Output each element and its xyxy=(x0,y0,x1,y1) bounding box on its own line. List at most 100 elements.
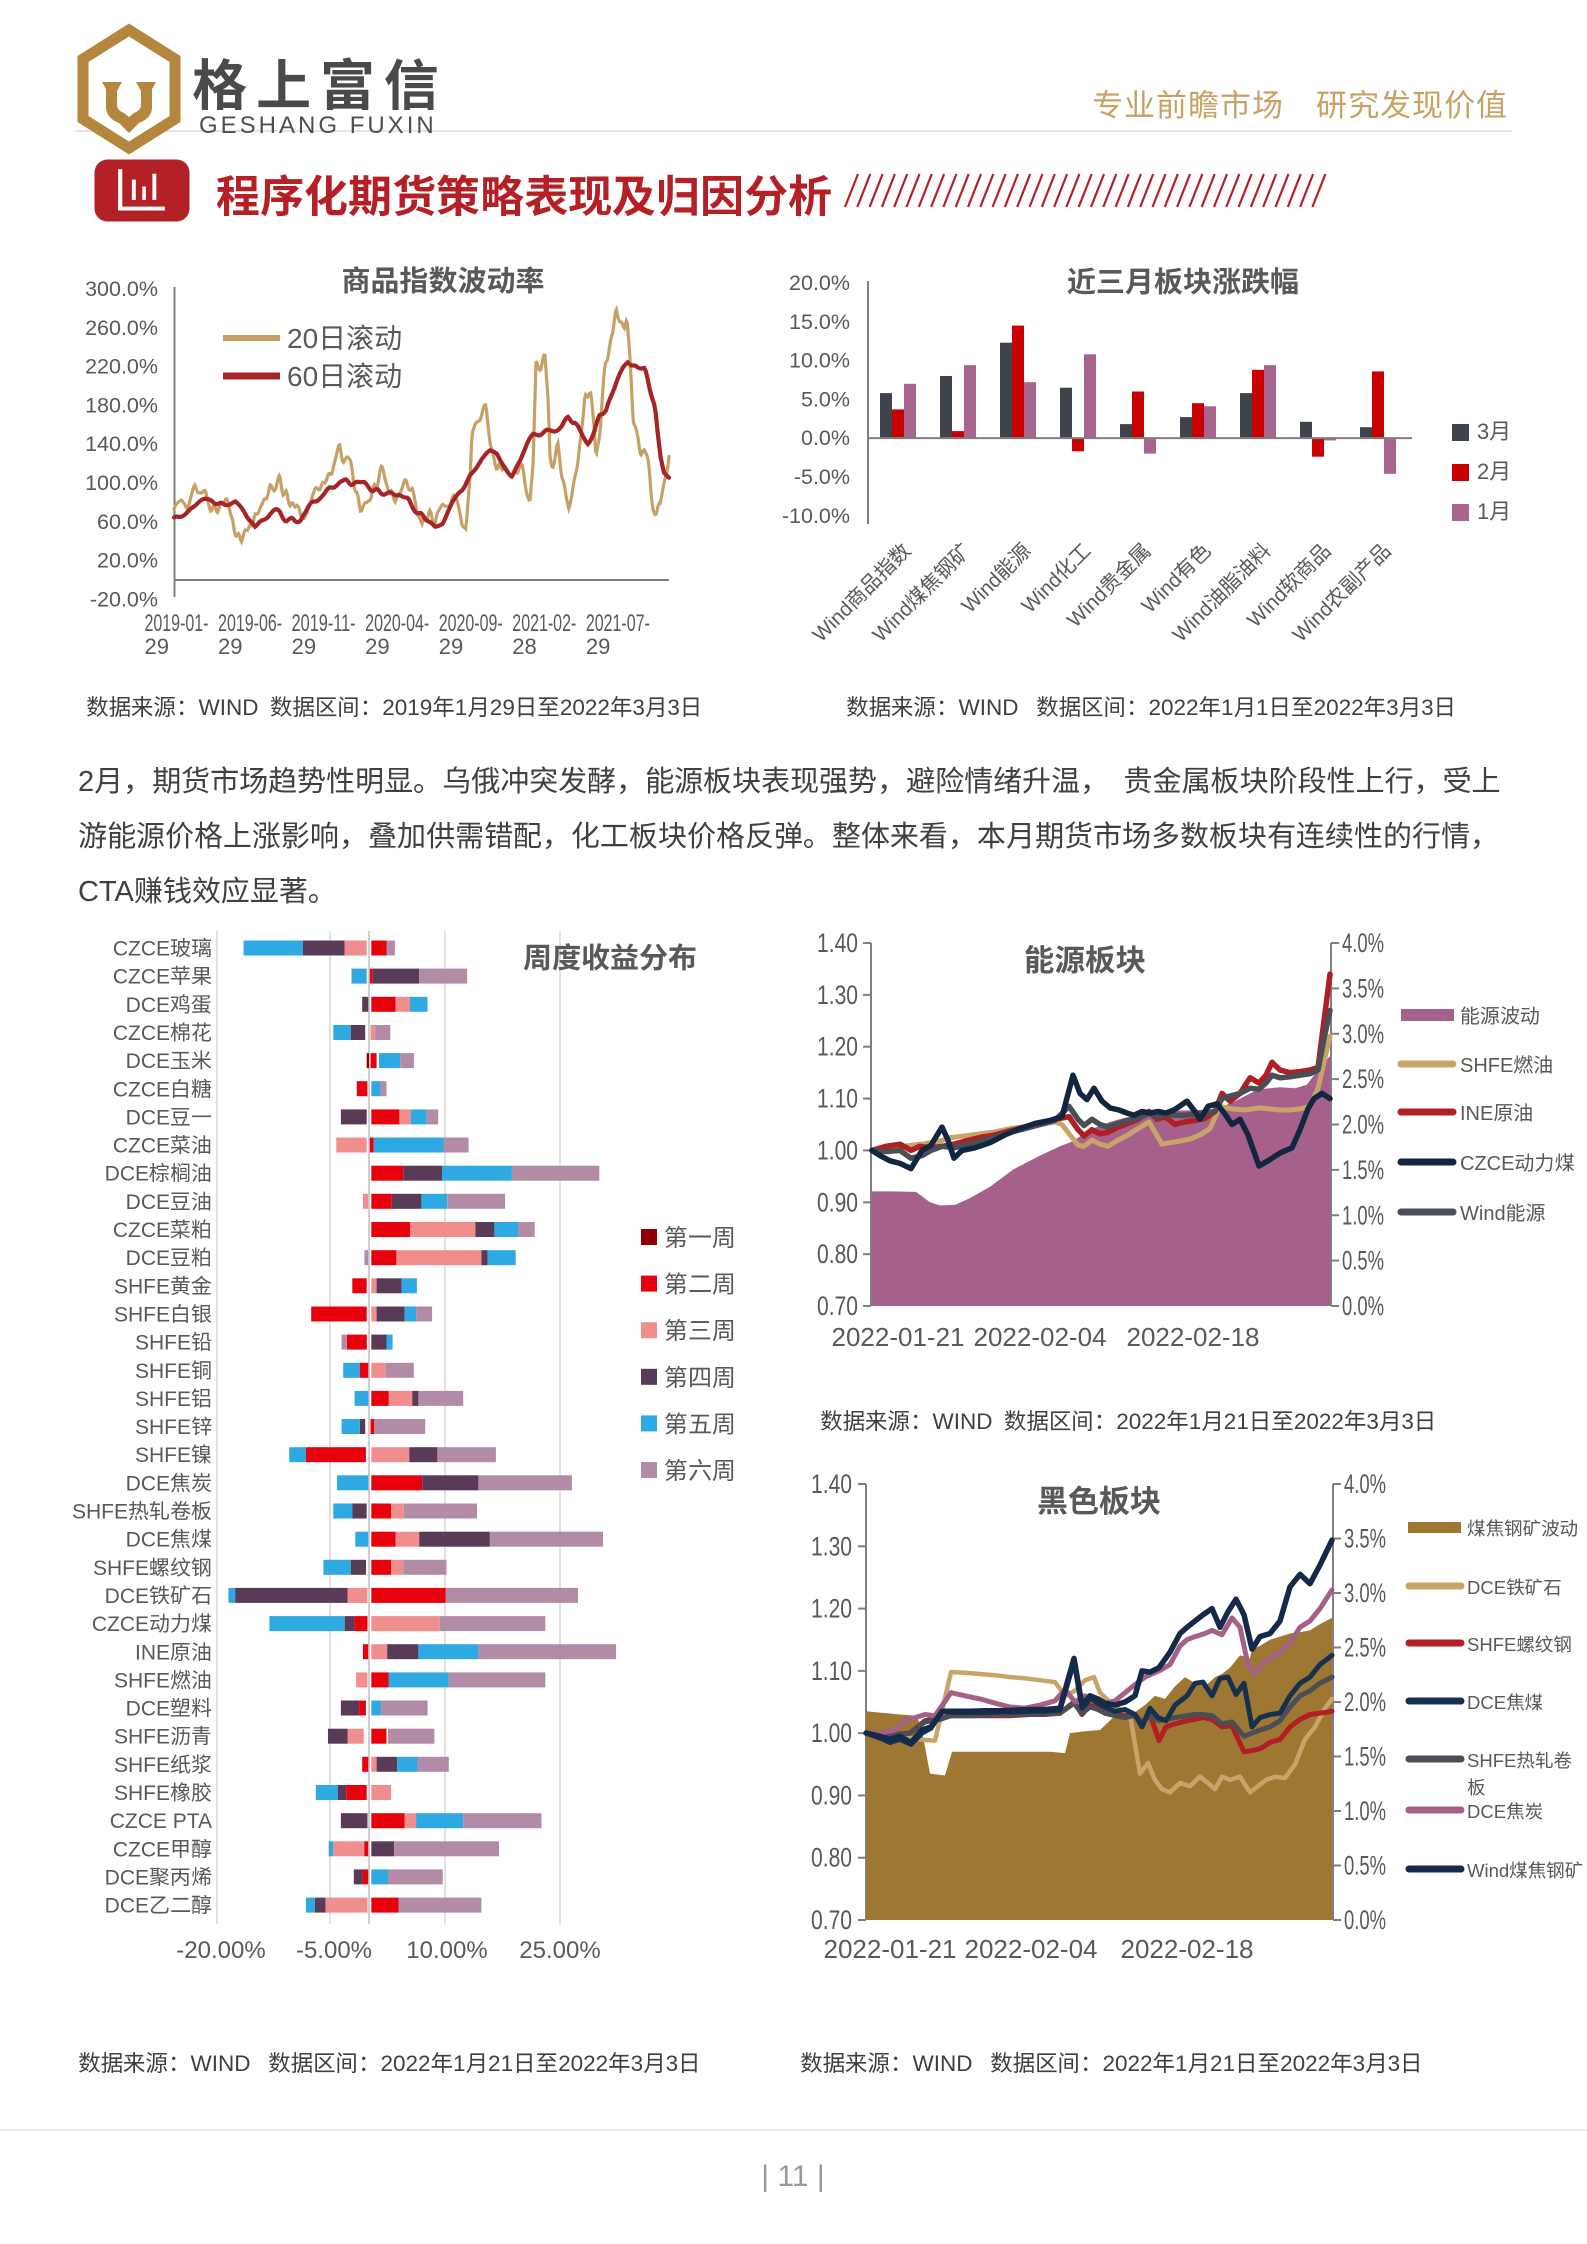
svg-text:Wind能源: Wind能源 xyxy=(1460,1202,1546,1225)
svg-text:SHFE铅: SHFE铅 xyxy=(135,1332,212,1355)
svg-text:第五周: 第五周 xyxy=(664,1411,736,1438)
svg-text:CZCE棉花: CZCE棉花 xyxy=(113,1022,212,1045)
svg-text:260.0%: 260.0% xyxy=(85,316,158,340)
svg-text:180.0%: 180.0% xyxy=(85,393,158,417)
svg-text:220.0%: 220.0% xyxy=(85,355,158,379)
svg-text:29: 29 xyxy=(145,634,169,659)
svg-text:1.10: 1.10 xyxy=(817,1084,858,1114)
svg-text:10.0%: 10.0% xyxy=(789,349,850,373)
svg-text:1.20: 1.20 xyxy=(817,1032,858,1062)
svg-text:DCE鸡蛋: DCE鸡蛋 xyxy=(126,994,212,1017)
svg-text:0.90: 0.90 xyxy=(817,1187,858,1217)
svg-text:3.5%: 3.5% xyxy=(1344,1524,1386,1554)
svg-text:1.5%: 1.5% xyxy=(1342,1155,1384,1185)
svg-text:1.5%: 1.5% xyxy=(1344,1742,1386,1772)
svg-text:15.0%: 15.0% xyxy=(789,310,850,334)
svg-text:3.0%: 3.0% xyxy=(1344,1578,1386,1608)
svg-text:DCE豆一: DCE豆一 xyxy=(126,1106,212,1129)
svg-text:2.5%: 2.5% xyxy=(1342,1064,1384,1094)
svg-text:数据来源：WIND 数据区间：2022年1月1日至2022: 数据来源：WIND 数据区间：2022年1月1日至2022年3月3日 xyxy=(846,695,1456,720)
svg-text:28: 28 xyxy=(512,634,536,659)
svg-text:4.0%: 4.0% xyxy=(1344,1469,1386,1499)
svg-text:DCE铁矿石: DCE铁矿石 xyxy=(105,1585,212,1608)
svg-text:数据来源：WIND 数据区间：2022年1月21日至202: 数据来源：WIND 数据区间：2022年1月21日至2022年3月3日 xyxy=(78,2051,701,2076)
svg-text:300.0%: 300.0% xyxy=(85,277,158,301)
svg-text:60.0%: 60.0% xyxy=(97,510,158,534)
svg-text:29: 29 xyxy=(218,634,242,659)
svg-text:29: 29 xyxy=(365,634,389,659)
svg-text:DCE焦煤: DCE焦煤 xyxy=(126,1529,212,1552)
svg-text:GESHANG FUXIN: GESHANG FUXIN xyxy=(199,112,437,139)
svg-text:0.0%: 0.0% xyxy=(1344,1905,1386,1935)
svg-text:第二周: 第二周 xyxy=(664,1272,736,1299)
svg-text:0.70: 0.70 xyxy=(811,1905,852,1935)
svg-text:SHFE白银: SHFE白银 xyxy=(114,1303,212,1326)
svg-text:-10.0%: -10.0% xyxy=(782,504,850,528)
svg-text:数据来源：WIND 数据区间：2019年1月29日至2022: 数据来源：WIND 数据区间：2019年1月29日至2022年3月3日 xyxy=(86,695,702,720)
svg-text:DCE豆油: DCE豆油 xyxy=(126,1191,212,1214)
svg-text:近三月板块涨跌幅: 近三月板块涨跌幅 xyxy=(1067,267,1299,299)
svg-text:20.0%: 20.0% xyxy=(789,271,850,295)
svg-text:1.0%: 1.0% xyxy=(1342,1200,1384,1230)
svg-text:2021-02-: 2021-02- xyxy=(512,610,576,637)
svg-text:SHFE橡胶: SHFE橡胶 xyxy=(114,1782,212,1805)
svg-text:第六周: 第六周 xyxy=(664,1458,736,1485)
svg-text:20.0%: 20.0% xyxy=(97,549,158,573)
svg-text:SHFE螺纹钢: SHFE螺纹钢 xyxy=(1467,1634,1572,1655)
svg-text:2021-07-: 2021-07- xyxy=(586,610,650,637)
svg-text:0.80: 0.80 xyxy=(811,1843,852,1873)
svg-text:3.0%: 3.0% xyxy=(1342,1019,1384,1049)
svg-text:2022-02-04: 2022-02-04 xyxy=(965,1934,1098,1964)
svg-text:2.0%: 2.0% xyxy=(1344,1687,1386,1717)
svg-text:1.40: 1.40 xyxy=(811,1469,852,1499)
svg-text:-20.00%: -20.00% xyxy=(176,1937,265,1964)
svg-text:煤焦钢矿波动: 煤焦钢矿波动 xyxy=(1467,1518,1578,1539)
svg-text:1.20: 1.20 xyxy=(811,1594,852,1624)
svg-text:游能源价格上涨影响，叠加供需错配，化工板块价格反弹。整体来看: 游能源价格上涨影响，叠加供需错配，化工板块价格反弹。整体来看，本月期货市场多数板… xyxy=(78,821,1499,853)
svg-text:29: 29 xyxy=(586,634,610,659)
svg-text:0.70: 0.70 xyxy=(817,1291,858,1321)
svg-text:29: 29 xyxy=(439,634,463,659)
svg-text:第四周: 第四周 xyxy=(664,1365,736,1392)
svg-text:DCE棕榈油: DCE棕榈油 xyxy=(105,1163,212,1186)
svg-text:SHFE镍: SHFE镍 xyxy=(135,1444,212,1467)
svg-text:2019-11-: 2019-11- xyxy=(292,610,356,637)
svg-text:INE原油: INE原油 xyxy=(1460,1103,1533,1125)
svg-text:2月，期货市场趋势性明显。乌俄冲突发酵，能源板块表现强势，避: 2月，期货市场趋势性明显。乌俄冲突发酵，能源板块表现强势，避险情绪升温， 贵金属… xyxy=(78,766,1501,798)
svg-text:2019-06-: 2019-06- xyxy=(218,610,282,637)
svg-text:4.0%: 4.0% xyxy=(1342,928,1384,958)
svg-text:DCE乙二醇: DCE乙二醇 xyxy=(105,1895,212,1918)
svg-text:SHFE铝: SHFE铝 xyxy=(135,1388,212,1411)
svg-text:-5.00%: -5.00% xyxy=(296,1937,372,1964)
svg-text:1.00: 1.00 xyxy=(817,1135,858,1165)
svg-text:专业前瞻市场 研究发现价值: 专业前瞻市场 研究发现价值 xyxy=(1092,88,1508,123)
svg-text:2022-01-21: 2022-01-21 xyxy=(832,1322,965,1352)
svg-text:SHFE热轧卷板: SHFE热轧卷板 xyxy=(72,1501,212,1524)
svg-text:SHFE沥青: SHFE沥青 xyxy=(114,1726,212,1749)
svg-text:-5.0%: -5.0% xyxy=(794,465,850,489)
svg-text:1.30: 1.30 xyxy=(817,980,858,1010)
svg-text:100.0%: 100.0% xyxy=(85,471,158,495)
svg-text:SHFE螺纹钢: SHFE螺纹钢 xyxy=(93,1557,212,1580)
svg-text:程序化期货策略表现及归因分析: 程序化期货策略表现及归因分析 xyxy=(216,173,832,222)
svg-text:板: 板 xyxy=(1467,1777,1486,1798)
svg-text:SHFE燃油: SHFE燃油 xyxy=(1460,1055,1553,1077)
svg-text:DCE铁矿石: DCE铁矿石 xyxy=(1467,1577,1562,1598)
svg-text:数据来源：WIND 数据区间：2022年1月21日至2022: 数据来源：WIND 数据区间：2022年1月21日至2022年3月3日 xyxy=(820,1409,1436,1434)
svg-text:SHFE锌: SHFE锌 xyxy=(135,1416,212,1439)
svg-text:2022-01-21: 2022-01-21 xyxy=(824,1934,957,1964)
svg-text:3.5%: 3.5% xyxy=(1342,973,1384,1003)
svg-text:5.0%: 5.0% xyxy=(801,387,850,411)
svg-text:29: 29 xyxy=(292,634,316,659)
svg-text:Wind煤焦钢矿: Wind煤焦钢矿 xyxy=(1467,1860,1583,1881)
svg-text:1.0%: 1.0% xyxy=(1344,1796,1386,1826)
svg-text:-20.0%: -20.0% xyxy=(90,587,158,611)
svg-text:CZCE PTA: CZCE PTA xyxy=(110,1810,212,1833)
svg-text:CZCE苹果: CZCE苹果 xyxy=(113,966,212,989)
svg-text:10.00%: 10.00% xyxy=(406,1937,487,1964)
svg-text:0.5%: 0.5% xyxy=(1342,1246,1384,1276)
svg-text:60日滚动: 60日滚动 xyxy=(287,361,402,392)
svg-text:数据来源：WIND 数据区间：2022年1月21日至202: 数据来源：WIND 数据区间：2022年1月21日至2022年3月3日 xyxy=(800,2051,1423,2076)
svg-text:0.5%: 0.5% xyxy=(1344,1851,1386,1881)
svg-text:1.30: 1.30 xyxy=(811,1531,852,1561)
